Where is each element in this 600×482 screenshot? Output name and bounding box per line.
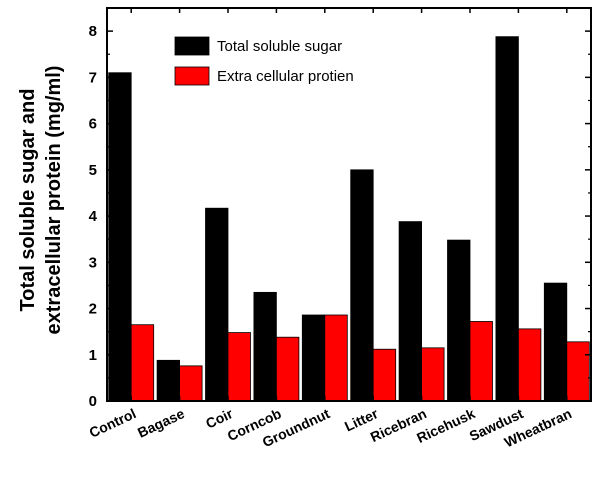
- bar-protein-control: [130, 324, 155, 402]
- bar-protein-ricehusk: [469, 321, 493, 402]
- bar-sugar-coir: [205, 207, 229, 402]
- y-tick-label: 6: [89, 116, 97, 133]
- bar-sugar-ricebran: [398, 221, 423, 402]
- bar-protein-litter: [372, 348, 397, 402]
- bar-protein-corncob: [275, 336, 300, 402]
- bar-protein-ricebran: [421, 347, 445, 402]
- x-tick-label-control: Control: [87, 405, 139, 441]
- bar-protein-coir: [227, 332, 251, 402]
- bar-sugar-control: [108, 72, 132, 402]
- bar-sugar-wheatbran: [543, 282, 568, 402]
- bar-protein-bagase: [179, 365, 203, 402]
- bar-sugar-corncob: [253, 291, 277, 402]
- legend-swatch-sugar: [174, 36, 210, 56]
- legend: Total soluble sugar Extra cellular protie…: [174, 36, 354, 86]
- x-tick-label-bagase: Bagase: [135, 405, 187, 441]
- bars-layer: [108, 36, 590, 402]
- legend-label-sugar: Total soluble sugar: [217, 38, 342, 55]
- legend-label-protein: Extra cellular protien: [217, 68, 354, 85]
- y-tick-label: 0: [89, 393, 97, 410]
- bar-sugar-sawdust: [495, 36, 519, 402]
- bar-sugar-litter: [350, 169, 374, 402]
- plot-frame: [106, 7, 592, 402]
- y-axis-label: Total soluble sugar and extracellular pr…: [17, 66, 65, 335]
- y-tick-label: 5: [89, 162, 97, 179]
- y-tick-label: 7: [89, 69, 97, 86]
- y-tick-label: 1: [89, 347, 97, 364]
- bar-sugar-bagase: [156, 359, 181, 402]
- bar-protein-wheatbran: [566, 341, 590, 402]
- bar-protein-groundnut: [324, 314, 348, 402]
- bar-sugar-groundnut: [301, 314, 326, 402]
- y-tick-label: 2: [89, 301, 97, 318]
- y-axis-label-line-1: Total soluble sugar and: [17, 89, 39, 312]
- bar-sugar-ricehusk: [447, 239, 471, 402]
- y-tick-label: 4: [89, 208, 98, 225]
- y-tick-label: 3: [89, 254, 97, 271]
- bar-protein-sawdust: [518, 328, 542, 402]
- legend-swatch-protein: [174, 66, 210, 86]
- y-axis-label-line-2: extracellular protein (mg/ml): [43, 66, 65, 335]
- y-tick-label: 8: [89, 23, 97, 40]
